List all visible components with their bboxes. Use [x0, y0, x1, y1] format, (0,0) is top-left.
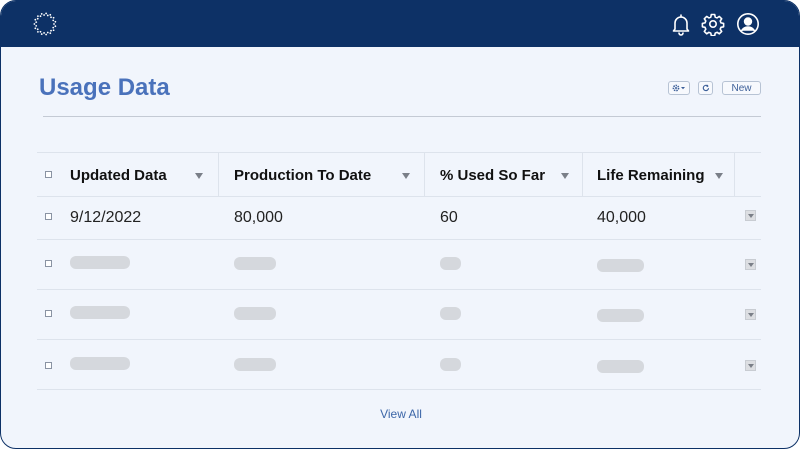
column-divider [424, 153, 425, 196]
column-header-life-remaining[interactable]: Life Remaining [597, 167, 705, 184]
refresh-button[interactable] [698, 81, 713, 95]
table-header-row: Updated Data Production To Date % Used S… [37, 152, 761, 197]
cell-production-to-date: 80,000 [234, 209, 283, 226]
loading-placeholder [70, 306, 130, 319]
logo-ring-icon[interactable] [33, 12, 57, 36]
loading-placeholder [440, 307, 461, 320]
sort-production-to-date-icon[interactable] [402, 173, 410, 179]
bell-icon[interactable] [669, 12, 693, 36]
table-row-placeholder [37, 240, 761, 290]
row-checkbox[interactable] [45, 362, 52, 369]
new-button[interactable]: New [722, 81, 761, 95]
top-navigation-bar [1, 1, 799, 47]
view-all-link[interactable]: View All [380, 407, 422, 421]
loading-placeholder [234, 257, 276, 270]
column-divider [218, 153, 219, 196]
cell-life-remaining: 40,000 [597, 209, 646, 226]
row-actions-dropdown[interactable] [745, 210, 756, 221]
page-title: Usage Data [39, 74, 170, 101]
column-header-percent-used[interactable]: % Used So Far [440, 167, 546, 184]
title-divider [43, 116, 761, 117]
row-checkbox[interactable] [45, 260, 52, 267]
table-row-placeholder [37, 290, 761, 340]
table-row: 9/12/2022 80,000 60 40,000 [37, 196, 761, 240]
settings-dropdown-button[interactable] [668, 81, 690, 95]
column-divider [582, 153, 583, 196]
loading-placeholder [234, 358, 276, 371]
cell-percent-used: 60 [440, 209, 458, 226]
loading-placeholder [440, 257, 461, 270]
loading-placeholder [70, 256, 130, 269]
loading-placeholder [597, 259, 644, 272]
row-actions-dropdown[interactable] [745, 360, 756, 371]
select-all-checkbox[interactable] [45, 171, 52, 178]
user-circle-icon[interactable] [736, 12, 760, 36]
row-actions-dropdown[interactable] [745, 309, 756, 320]
column-header-updated-data[interactable]: Updated Data [70, 167, 167, 184]
row-checkbox[interactable] [45, 213, 52, 220]
row-checkbox[interactable] [45, 310, 52, 317]
loading-placeholder [440, 358, 461, 371]
refresh-icon [702, 84, 709, 92]
loading-placeholder [597, 309, 644, 322]
gear-icon [672, 84, 685, 92]
sort-life-remaining-icon[interactable] [715, 173, 723, 179]
table-row-placeholder [37, 340, 761, 390]
sort-percent-used-icon[interactable] [561, 173, 569, 179]
cell-updated-data: 9/12/2022 [70, 209, 142, 226]
column-divider [734, 153, 735, 196]
loading-placeholder [597, 360, 644, 373]
column-header-production-to-date[interactable]: Production To Date [234, 167, 372, 184]
row-actions-dropdown[interactable] [745, 259, 756, 270]
loading-placeholder [234, 307, 276, 320]
sort-updated-data-icon[interactable] [195, 173, 203, 179]
gear-icon[interactable] [701, 12, 725, 36]
loading-placeholder [70, 357, 130, 370]
